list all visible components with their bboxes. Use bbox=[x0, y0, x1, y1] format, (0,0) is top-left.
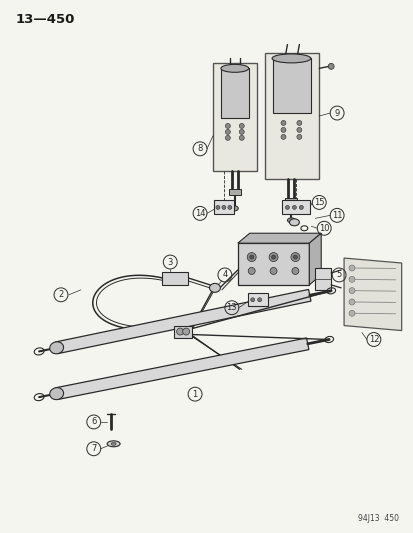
Ellipse shape bbox=[111, 442, 116, 445]
Circle shape bbox=[290, 253, 299, 262]
Ellipse shape bbox=[289, 219, 299, 226]
Text: 13: 13 bbox=[226, 303, 237, 312]
Circle shape bbox=[348, 288, 354, 294]
FancyBboxPatch shape bbox=[272, 59, 311, 113]
Ellipse shape bbox=[287, 218, 295, 223]
Circle shape bbox=[225, 135, 230, 140]
Circle shape bbox=[348, 299, 354, 305]
Ellipse shape bbox=[107, 441, 120, 447]
Circle shape bbox=[249, 255, 253, 259]
Polygon shape bbox=[309, 233, 320, 285]
Circle shape bbox=[176, 328, 183, 335]
Circle shape bbox=[296, 127, 301, 132]
Text: 12: 12 bbox=[368, 335, 378, 344]
Ellipse shape bbox=[50, 342, 64, 354]
Ellipse shape bbox=[231, 206, 238, 211]
Circle shape bbox=[348, 310, 354, 316]
Text: 10: 10 bbox=[318, 224, 329, 233]
Text: 3: 3 bbox=[167, 257, 173, 266]
Circle shape bbox=[292, 205, 296, 209]
Text: 13—450: 13—450 bbox=[15, 13, 74, 26]
Text: 2: 2 bbox=[58, 290, 64, 300]
Circle shape bbox=[216, 205, 219, 209]
Text: 6: 6 bbox=[91, 417, 96, 426]
Text: 1: 1 bbox=[192, 390, 197, 399]
Circle shape bbox=[285, 205, 289, 209]
Circle shape bbox=[239, 130, 244, 134]
Text: 9: 9 bbox=[334, 109, 339, 118]
Circle shape bbox=[250, 298, 254, 302]
FancyBboxPatch shape bbox=[221, 68, 248, 118]
Polygon shape bbox=[237, 243, 309, 285]
Text: 11: 11 bbox=[331, 211, 342, 220]
Polygon shape bbox=[55, 338, 308, 399]
Circle shape bbox=[271, 255, 275, 259]
Ellipse shape bbox=[221, 64, 248, 72]
Text: 8: 8 bbox=[197, 144, 202, 154]
Circle shape bbox=[268, 253, 278, 262]
FancyBboxPatch shape bbox=[264, 53, 318, 179]
FancyBboxPatch shape bbox=[214, 200, 233, 214]
Text: 14: 14 bbox=[195, 209, 205, 218]
Circle shape bbox=[348, 276, 354, 282]
FancyBboxPatch shape bbox=[212, 63, 256, 171]
FancyBboxPatch shape bbox=[174, 326, 192, 337]
Polygon shape bbox=[343, 258, 401, 330]
Circle shape bbox=[239, 124, 244, 128]
FancyBboxPatch shape bbox=[282, 200, 310, 214]
Circle shape bbox=[225, 124, 230, 128]
Circle shape bbox=[299, 205, 303, 209]
Text: 5: 5 bbox=[336, 270, 341, 279]
Circle shape bbox=[225, 130, 230, 134]
Circle shape bbox=[248, 268, 254, 274]
Text: 4: 4 bbox=[222, 270, 227, 279]
FancyBboxPatch shape bbox=[228, 189, 240, 196]
FancyBboxPatch shape bbox=[247, 293, 267, 306]
Circle shape bbox=[296, 134, 301, 139]
Circle shape bbox=[257, 298, 261, 302]
Circle shape bbox=[328, 63, 333, 69]
Circle shape bbox=[269, 268, 276, 274]
Text: 15: 15 bbox=[313, 198, 324, 207]
Circle shape bbox=[227, 205, 231, 209]
Polygon shape bbox=[237, 233, 320, 243]
Circle shape bbox=[348, 265, 354, 271]
Circle shape bbox=[291, 268, 298, 274]
Ellipse shape bbox=[271, 54, 310, 63]
Circle shape bbox=[221, 205, 225, 209]
Text: 7: 7 bbox=[91, 445, 96, 453]
Circle shape bbox=[296, 120, 301, 125]
Circle shape bbox=[182, 328, 189, 335]
FancyBboxPatch shape bbox=[162, 272, 188, 285]
Ellipse shape bbox=[209, 284, 220, 292]
Text: 94J13  450: 94J13 450 bbox=[357, 514, 398, 523]
Circle shape bbox=[293, 255, 297, 259]
Ellipse shape bbox=[50, 387, 64, 400]
FancyBboxPatch shape bbox=[315, 268, 330, 290]
Circle shape bbox=[280, 127, 285, 132]
Circle shape bbox=[280, 134, 285, 139]
Circle shape bbox=[247, 253, 256, 262]
Circle shape bbox=[239, 135, 244, 140]
Circle shape bbox=[280, 120, 285, 125]
FancyBboxPatch shape bbox=[285, 198, 297, 205]
Polygon shape bbox=[55, 289, 310, 353]
